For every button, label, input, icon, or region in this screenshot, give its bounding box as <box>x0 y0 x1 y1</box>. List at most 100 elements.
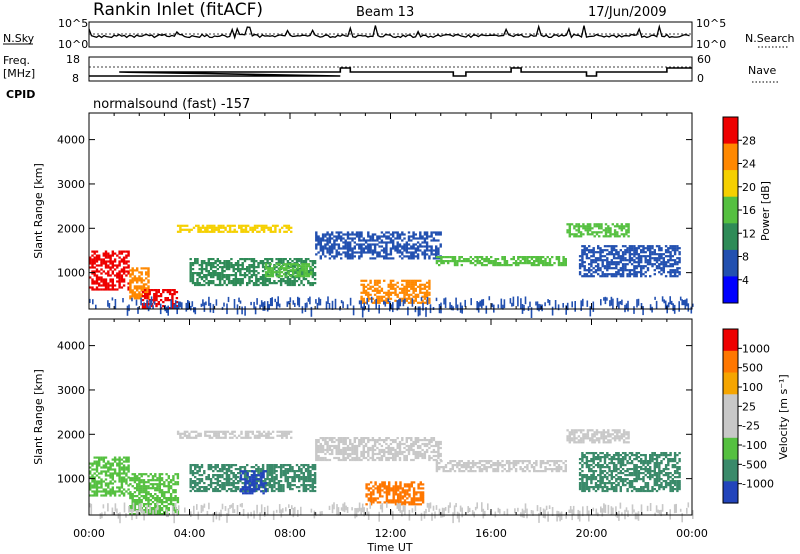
power-cell <box>625 231 628 234</box>
power-cell <box>546 256 549 259</box>
velocity-cell <box>302 489 305 493</box>
velocity-cell <box>194 489 197 493</box>
power-cell <box>319 243 322 246</box>
velocity-cell <box>557 468 561 471</box>
velocity-cell <box>160 489 164 492</box>
velocity-cell <box>285 436 288 439</box>
power-cell <box>176 230 180 233</box>
power-cell <box>335 231 338 234</box>
velocity-cell <box>362 439 365 442</box>
power-cell <box>410 247 413 250</box>
velocity-cell <box>190 430 193 433</box>
velocity-cell <box>242 478 245 481</box>
velocity-cell <box>242 472 245 475</box>
power-cell <box>583 253 586 256</box>
power-cell <box>93 270 96 273</box>
velocity-cell <box>172 497 175 500</box>
power-cell <box>517 262 520 265</box>
power-cell <box>588 245 591 248</box>
velocity-cell <box>163 505 166 508</box>
velocity-cell <box>328 437 332 440</box>
power-cell <box>344 245 347 248</box>
power-cell <box>199 230 202 233</box>
velocity-cell <box>239 472 242 475</box>
power-cell <box>268 278 271 281</box>
power-scatter-cell <box>574 301 576 312</box>
power-cell <box>626 263 629 266</box>
power-cell <box>612 249 616 252</box>
velocity-cell <box>104 484 108 487</box>
power-cell <box>212 280 215 283</box>
velocity-cell <box>309 466 312 469</box>
power-cell <box>127 272 130 275</box>
power-cell <box>369 247 372 250</box>
power-cell <box>423 233 427 236</box>
power-cell <box>530 256 534 259</box>
velocity-cell <box>140 491 143 494</box>
power-cell <box>401 291 404 294</box>
velocity-cell <box>351 458 354 462</box>
power-cell <box>300 258 303 261</box>
velocity-cell <box>460 466 463 469</box>
power-cell <box>337 253 341 256</box>
power-cell <box>100 288 103 291</box>
power-cell <box>398 233 402 236</box>
power-cell <box>664 275 668 278</box>
power-cell <box>373 289 377 292</box>
velocity-cell <box>151 485 155 488</box>
power-cell <box>150 305 154 308</box>
power-cell <box>396 251 399 254</box>
power-cell <box>351 237 354 240</box>
power-cell <box>225 268 229 271</box>
power-cell <box>644 251 647 254</box>
velocity-cell <box>412 442 415 446</box>
velocity-cell <box>416 450 420 454</box>
power-cell <box>131 289 134 292</box>
velocity-cell <box>388 499 391 502</box>
power-scatter-cell <box>402 299 405 307</box>
power-cell <box>428 291 431 294</box>
velocity-cell <box>344 442 347 446</box>
power-scatter-cell <box>152 305 154 309</box>
power-cell <box>396 243 399 246</box>
power-cell <box>660 263 663 266</box>
power-cell <box>678 257 681 260</box>
power-cell <box>435 247 438 250</box>
velocity-cell <box>165 507 168 510</box>
velocity-cell <box>116 486 119 489</box>
power-cell <box>102 270 105 273</box>
power-scatter-cell <box>512 296 515 307</box>
velocity-cell <box>397 495 400 498</box>
power-cell <box>209 264 213 267</box>
power-cell <box>591 231 594 234</box>
velocity-cell <box>100 482 103 485</box>
velocity-cell <box>160 493 164 496</box>
power-scatter-cell <box>238 297 240 303</box>
velocity-cell <box>373 452 377 456</box>
velocity-cell <box>237 476 240 479</box>
velocity-cell <box>313 464 317 467</box>
power-cell <box>282 280 285 283</box>
power-cell <box>535 260 538 263</box>
velocity-cell <box>408 485 411 488</box>
power-cell <box>109 258 112 261</box>
power-cell <box>392 283 395 286</box>
velocity-cell <box>89 488 92 491</box>
power-cell <box>440 260 443 263</box>
power-cell <box>577 223 581 226</box>
power-cell <box>218 260 222 263</box>
power-cell <box>633 259 636 262</box>
power-cell <box>138 291 141 294</box>
power-cell <box>548 264 552 267</box>
velocity-cell <box>353 458 356 462</box>
power-cell <box>351 249 354 252</box>
power-cell <box>364 301 368 304</box>
power-cell <box>284 282 287 285</box>
power-cell <box>612 253 616 256</box>
power-cell <box>233 228 236 231</box>
power-scatter-cell <box>174 300 177 310</box>
power-cell <box>601 271 604 274</box>
power-cell <box>673 261 677 264</box>
power-cell <box>460 264 463 267</box>
power-cell <box>383 235 386 238</box>
